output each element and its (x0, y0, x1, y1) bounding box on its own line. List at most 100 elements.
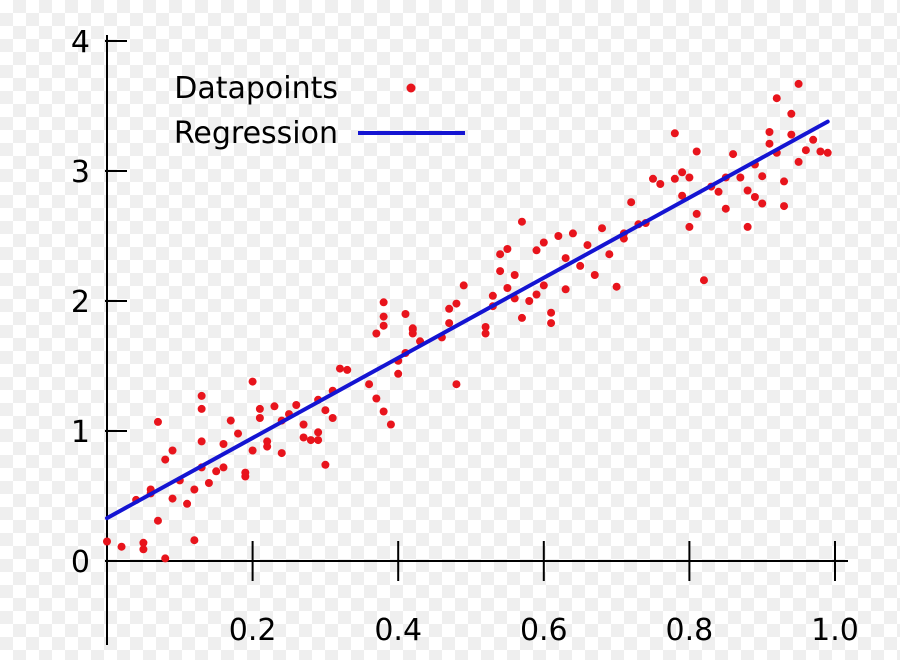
x-tick-label: 0.8 (666, 613, 714, 648)
x-tick-label: 0.4 (374, 613, 422, 648)
data-point (605, 250, 614, 259)
data-point (365, 380, 374, 389)
data-point (190, 485, 199, 494)
data-point (117, 542, 126, 551)
data-point (445, 319, 454, 328)
data-point (496, 267, 505, 276)
data-point (248, 446, 257, 455)
data-point (801, 146, 810, 155)
legend-label: Regression (174, 116, 338, 151)
y-tick-label: 2 (71, 285, 90, 320)
data-point (692, 209, 701, 218)
data-point (568, 229, 577, 238)
data-point (139, 545, 148, 554)
data-point (670, 129, 679, 138)
series-layer (103, 79, 832, 563)
data-point (547, 308, 556, 317)
data-point (197, 404, 206, 413)
data-point (758, 172, 767, 181)
data-point (539, 281, 548, 290)
data-point (255, 404, 264, 413)
data-point (234, 429, 243, 438)
data-point (787, 130, 796, 139)
data-point (750, 193, 759, 201)
data-point (197, 437, 206, 446)
data-point (139, 538, 148, 547)
data-point (183, 499, 192, 508)
data-point (248, 377, 257, 386)
data-point (343, 365, 352, 374)
data-point (561, 254, 570, 263)
data-point (758, 199, 767, 208)
data-point (525, 297, 534, 305)
data-point (153, 417, 162, 426)
data-point (459, 281, 468, 290)
data-point (103, 537, 111, 546)
data-point (401, 310, 410, 318)
data-point (299, 433, 308, 442)
data-point (583, 241, 592, 250)
data-point (547, 319, 556, 328)
data-point (394, 369, 403, 378)
data-point (678, 191, 687, 200)
data-point (168, 494, 177, 503)
x-tick-label: 0.6 (520, 613, 568, 648)
data-point (379, 407, 388, 416)
legend-label: Datapoints (174, 71, 338, 106)
data-point (692, 147, 701, 156)
data-point (226, 416, 235, 425)
data-point (197, 391, 206, 400)
data-point (168, 446, 177, 455)
data-point (503, 284, 512, 292)
data-point (765, 139, 774, 148)
data-point (656, 180, 665, 188)
data-point (481, 323, 490, 331)
data-point (379, 312, 388, 321)
data-point (481, 329, 490, 338)
data-point (714, 187, 723, 196)
data-point (823, 148, 832, 157)
data-point (780, 177, 789, 186)
data-point (379, 321, 388, 330)
data-point (721, 204, 730, 213)
data-point (204, 479, 213, 487)
data-point (765, 128, 774, 136)
legend: Datapoints Regression (174, 71, 465, 151)
data-point (372, 329, 381, 338)
data-point (270, 402, 279, 411)
data-point (685, 222, 694, 231)
data-point (161, 455, 170, 464)
data-point (255, 414, 264, 422)
data-point (153, 516, 162, 525)
data-point (263, 442, 272, 451)
data-point (299, 420, 308, 429)
tick-labels: 0 1 2 3 4 0.2 0.4 0.6 0.8 1.0 (71, 25, 859, 648)
data-point (452, 380, 461, 389)
data-point (532, 290, 541, 299)
data-point (314, 428, 323, 437)
data-point (649, 174, 657, 183)
data-point (743, 222, 752, 231)
data-point (306, 436, 315, 445)
data-point (517, 313, 526, 322)
data-point (685, 173, 694, 182)
data-point (794, 79, 803, 88)
data-point (335, 364, 344, 373)
data-point (314, 436, 323, 445)
data-point (539, 238, 548, 247)
data-point (212, 467, 221, 476)
data-point (729, 150, 738, 159)
y-tick-label: 4 (71, 25, 90, 60)
y-tick-label: 1 (71, 415, 90, 450)
data-point (532, 246, 541, 255)
data-point (190, 536, 199, 545)
data-point (496, 250, 505, 259)
data-point (379, 298, 388, 307)
data-point (408, 329, 417, 338)
data-point (794, 157, 803, 166)
data-point (561, 285, 570, 294)
data-point (598, 224, 607, 233)
data-point (241, 468, 250, 477)
legend-point-marker (406, 83, 416, 93)
data-point (488, 291, 497, 300)
